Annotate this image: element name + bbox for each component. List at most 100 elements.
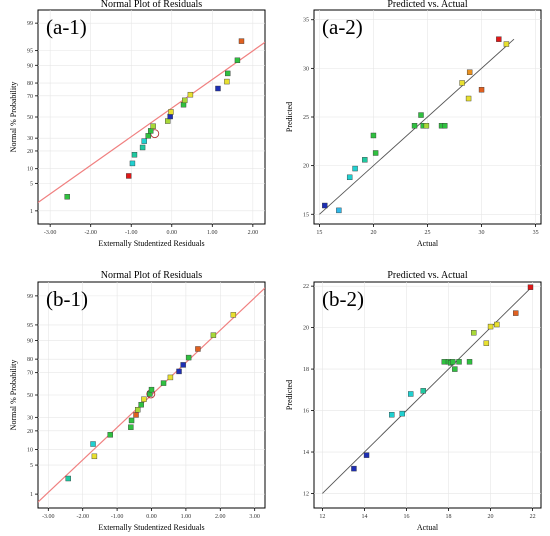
y-tick-label: 5 (30, 463, 33, 469)
y-tick-label: 80 (27, 81, 33, 87)
chart-a-2: Predicted vs. Actual 15 20 25 30 35 15 20 25 30 35… (285, 0, 542, 248)
data-point (167, 113, 173, 120)
x-tick-label: -1.00 (125, 230, 138, 236)
y-tick-label: 20 (27, 149, 33, 155)
y-tick-label: 99 (27, 294, 33, 300)
x-tick-label: 1.00 (181, 514, 192, 520)
data-point (362, 157, 368, 163)
data-point (145, 133, 151, 139)
data-point (180, 362, 186, 368)
data-point (131, 152, 138, 158)
data-point (167, 374, 174, 381)
y-tick-label: 12 (303, 491, 309, 497)
data-point (411, 123, 418, 129)
x-tick-label: 20 (488, 514, 494, 520)
y-tick-label: 35 (303, 18, 309, 24)
data-point (370, 132, 377, 139)
y-tick-label: 70 (27, 94, 33, 100)
x-tick-label: 12 (319, 514, 325, 520)
y-axis-title: Predicted (285, 380, 294, 410)
panel-label: (b-1) (46, 287, 88, 311)
data-point (238, 38, 245, 44)
chart-title: Predicted vs. Actual (387, 0, 467, 10)
data-point (389, 411, 395, 418)
y-tick-label: 5 (30, 181, 33, 187)
data-point (65, 475, 71, 482)
y-tick-label: 10 (27, 448, 33, 454)
data-point (496, 36, 502, 42)
y-axis-title: Normal % Probability (9, 360, 18, 431)
chart-title: Normal Plot of Residuals (101, 270, 202, 281)
data-point (128, 417, 135, 424)
y-tick-label: 95 (27, 49, 33, 55)
data-point (135, 407, 141, 413)
data-point (418, 112, 424, 118)
x-tick-label: 30 (479, 230, 485, 236)
data-point (107, 432, 113, 438)
y-axis-title: Normal % Probability (9, 82, 18, 153)
data-point (456, 359, 462, 365)
y-tick-label: 20 (303, 164, 309, 170)
x-tick-label: 25 (425, 230, 431, 236)
x-tick-label: -2.00 (84, 230, 97, 236)
panel-label: (b-2) (322, 287, 364, 311)
x-tick-label: -3.00 (42, 514, 55, 520)
fit-line (322, 285, 533, 494)
x-tick-label: 2.00 (248, 230, 259, 236)
chart-title: Normal Plot of Residuals (101, 0, 202, 10)
data-point (465, 95, 472, 102)
y-axis-title: Predicted (285, 102, 294, 132)
plot-area (313, 281, 542, 509)
x-axis-title: Externally Studentized Residuals (98, 523, 204, 532)
data-point (407, 391, 414, 397)
data-point (168, 109, 174, 115)
y-tick-label: 30 (27, 415, 33, 421)
data-point (351, 465, 357, 472)
y-tick-label: 10 (27, 167, 33, 173)
x-tick-label: 20 (370, 230, 376, 236)
chart-b-2: Predicted vs. Actual 12 14 16 18 20 22 12 14 16 18… (285, 270, 542, 532)
x-tick-label: 35 (533, 230, 539, 236)
data-point (128, 424, 134, 430)
data-point (141, 138, 147, 144)
data-point (182, 97, 188, 104)
data-point (225, 70, 231, 77)
data-point (466, 69, 473, 75)
data-point (215, 85, 221, 92)
y-tick-label: 18 (303, 367, 309, 373)
x-tick-label: -2.00 (76, 514, 89, 520)
y-tick-label: 50 (27, 393, 33, 399)
x-tick-label: 1.00 (207, 230, 218, 236)
x-tick-label: 3.00 (249, 514, 260, 520)
x-tick-label: 14 (361, 514, 367, 520)
data-point (503, 41, 510, 47)
data-point (487, 323, 494, 330)
data-point (185, 354, 192, 361)
data-point (195, 346, 201, 352)
data-point (513, 310, 519, 316)
data-point (336, 207, 342, 214)
data-point (176, 368, 182, 375)
x-tick-label: 16 (403, 514, 409, 520)
y-tick-label: 1 (30, 209, 33, 215)
data-point (346, 174, 353, 181)
data-point (234, 57, 241, 64)
y-tick-label: 30 (303, 66, 309, 72)
data-point (165, 118, 171, 124)
y-tick-label: 20 (303, 326, 309, 332)
data-point (91, 453, 98, 460)
data-point (224, 78, 230, 85)
x-tick-label: 2.00 (215, 514, 226, 520)
data-point (126, 173, 132, 179)
panel-label: (a-2) (322, 15, 363, 39)
data-point (160, 380, 167, 386)
data-point (129, 160, 136, 167)
y-tick-label: 22 (303, 284, 309, 290)
data-point (423, 123, 430, 129)
data-point (442, 123, 448, 129)
data-point (141, 396, 147, 402)
data-point (450, 359, 456, 365)
y-tick-label: 95 (27, 323, 33, 329)
y-tick-label: 14 (303, 450, 309, 456)
